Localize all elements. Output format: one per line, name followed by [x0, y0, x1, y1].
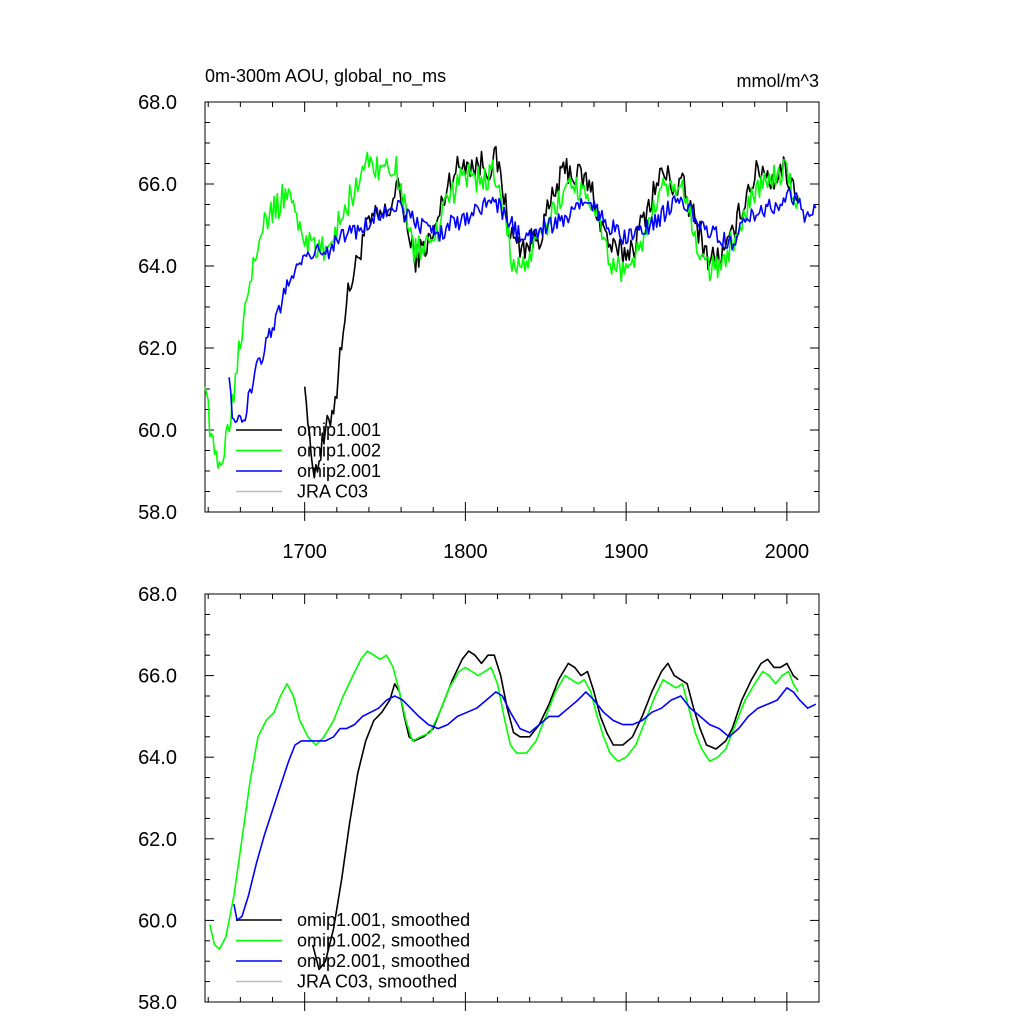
y-tick-label: 60.0: [138, 910, 177, 932]
legend-label: omip2.001: [297, 461, 381, 481]
y-tick-label: 60.0: [138, 420, 177, 442]
y-tick-label: 62.0: [138, 829, 177, 851]
legend-label: JRA C03: [297, 482, 368, 502]
series-line-3: [233, 687, 817, 922]
top-panel: 68.0 66.0 64.0 62.0 60.0 58.0 1700 1800 1900 2000…: [138, 92, 820, 563]
y-tick-label: 64.0: [138, 747, 177, 769]
legend-label: omip1.001: [297, 420, 381, 440]
legend-label: JRA C03, smoothed: [297, 972, 457, 992]
y-tick-label: 58.0: [138, 992, 177, 1014]
y-tick-label: 68.0: [138, 92, 177, 114]
y-tick-label: 66.0: [138, 174, 177, 196]
y-tick-label: 68.0: [138, 584, 177, 606]
legend-label: omip1.002, smoothed: [297, 931, 470, 951]
series-line-1: [311, 650, 799, 971]
bottom-panel: 68.0 66.0 64.0 62.0 60.0 58.0 omip1.001, smoot…: [138, 584, 820, 1014]
legend-label: omip2.001, smoothed: [297, 951, 470, 971]
legend-label: omip1.002: [297, 441, 381, 461]
series-line-2: [209, 650, 799, 950]
series-line-2: [204, 151, 799, 470]
x-tick-label: 1700: [282, 541, 327, 563]
x-tick-label: 2000: [765, 541, 810, 563]
x-tick-label: 1800: [443, 541, 488, 563]
y-tick-label: 66.0: [138, 666, 177, 688]
units-label: mmol/m^3: [737, 71, 819, 91]
y-tick-label: 58.0: [138, 502, 177, 524]
legend-label: omip1.001, smoothed: [297, 910, 470, 930]
x-tick-label: 1900: [604, 541, 649, 563]
y-tick-label: 64.0: [138, 256, 177, 278]
series-line-3: [228, 188, 817, 424]
chart-title: 0m-300m AOU, global_no_ms: [205, 66, 446, 87]
y-tick-label: 62.0: [138, 338, 177, 360]
